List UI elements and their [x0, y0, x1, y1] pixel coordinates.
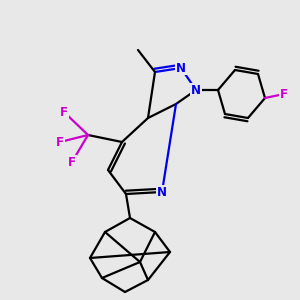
Text: N: N: [191, 83, 201, 97]
Text: F: F: [68, 155, 76, 169]
Text: F: F: [280, 88, 288, 100]
Text: N: N: [176, 61, 186, 74]
Text: N: N: [157, 185, 167, 199]
Text: F: F: [60, 106, 68, 118]
Text: F: F: [56, 136, 64, 148]
